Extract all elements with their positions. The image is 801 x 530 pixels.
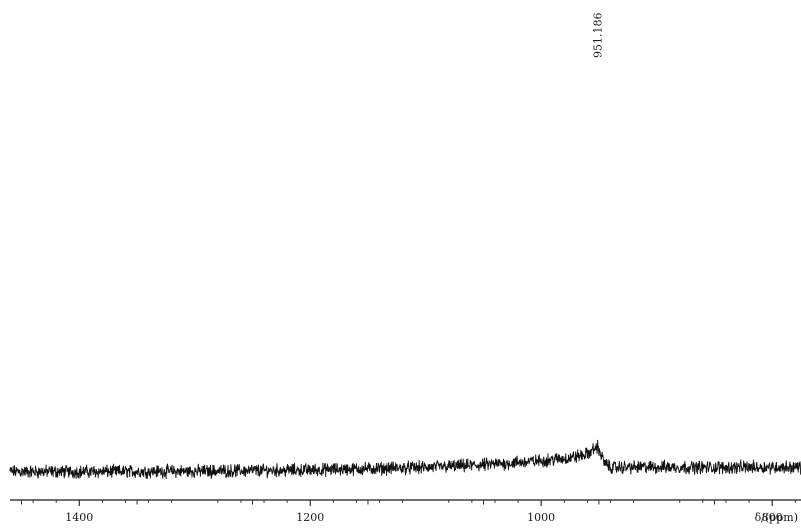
x-tick-label: 1400	[65, 511, 93, 524]
x-tick-label: 1200	[296, 511, 324, 524]
x-tick-label: 1000	[527, 511, 555, 524]
x-tick-label: 800	[762, 511, 783, 524]
peak-labels-layer: 951.186583.479	[592, 13, 605, 59]
x-axis: 140012001000800600	[10, 499, 801, 524]
x-axis-label: δ/(ppm)	[755, 511, 798, 524]
peak-label: 951.186	[592, 13, 605, 59]
spectrum-trace-layer	[9, 439, 801, 480]
spectrum-line	[9, 439, 801, 480]
